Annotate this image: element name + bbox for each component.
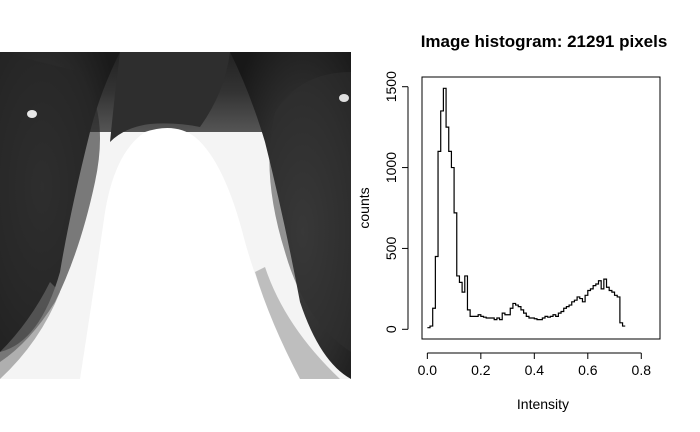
y-tick-label: 0	[383, 325, 399, 333]
y-axis-label: counts	[356, 187, 372, 228]
histogram-step-line	[427, 87, 626, 329]
glasses-photo	[0, 52, 351, 379]
x-axis: 0.0 0.2 0.4 0.6 0.8	[418, 352, 652, 378]
y-axis: 0 500 1000 1500	[383, 71, 409, 333]
x-tick-label: 0.8	[632, 362, 652, 378]
x-tick-label: 0.4	[525, 362, 545, 378]
plot-frame	[421, 76, 661, 340]
x-tick-label: 0.2	[471, 362, 491, 378]
x-tick-label: 0.0	[418, 362, 438, 378]
y-tick-label: 1000	[383, 152, 399, 183]
y-tick-label: 1500	[383, 71, 399, 102]
x-tick-label: 0.6	[578, 362, 598, 378]
chart-title: Image histogram: 21291 pixels	[421, 32, 668, 51]
histogram-chart: Image histogram: 21291 pixels 0.0 0.2 0.4 0…	[356, 32, 668, 412]
x-axis-label: Intensity	[517, 396, 569, 412]
y-tick-label: 500	[383, 237, 399, 261]
